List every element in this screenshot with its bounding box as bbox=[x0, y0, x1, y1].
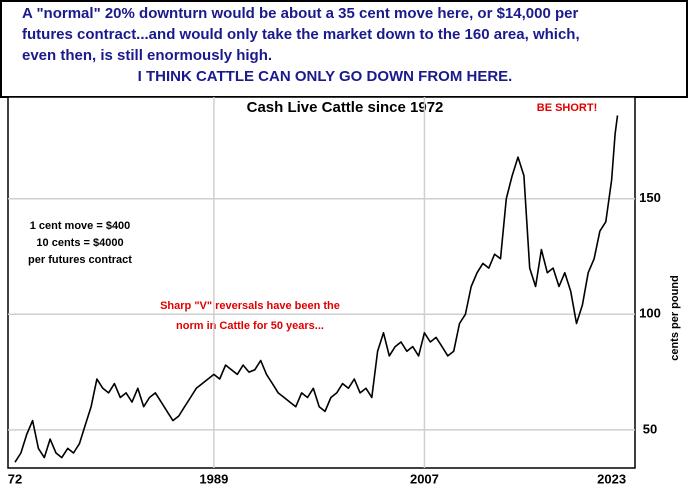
headline-line: futures contract...and would only take t… bbox=[22, 26, 580, 43]
left-note: 1 cent move = $400 bbox=[30, 220, 131, 232]
plot-frame bbox=[7, 96, 636, 469]
left-note: 10 cents = $4000 bbox=[36, 237, 123, 249]
y-tick-label: 150 bbox=[639, 190, 661, 205]
red-note: norm in Cattle for 50 years... bbox=[176, 320, 324, 332]
chart-title: Cash Live Cattle since 1972 bbox=[247, 99, 444, 116]
x-tick-label: 2007 bbox=[410, 471, 439, 486]
x-tick-label: 2023 bbox=[597, 471, 626, 486]
callout: BE SHORT! bbox=[537, 102, 598, 114]
y-axis-label: cents per pound bbox=[669, 275, 681, 361]
price-line bbox=[14, 115, 619, 463]
headline-line: I THINK CATTLE CAN ONLY GO DOWN FROM HER… bbox=[138, 68, 513, 85]
headline-line: A "normal" 20% downturn would be about a… bbox=[22, 5, 578, 22]
left-note: per futures contract bbox=[28, 254, 132, 266]
headline-box bbox=[0, 0, 688, 98]
red-note: Sharp "V" reversals have been the bbox=[160, 300, 340, 312]
x-tick-label: 72 bbox=[8, 471, 22, 486]
y-tick-label: 50 bbox=[643, 421, 657, 436]
headline-line: even then, is still enormously high. bbox=[22, 47, 272, 64]
x-tick-label: 1989 bbox=[199, 471, 228, 486]
y-tick-label: 100 bbox=[639, 306, 661, 321]
